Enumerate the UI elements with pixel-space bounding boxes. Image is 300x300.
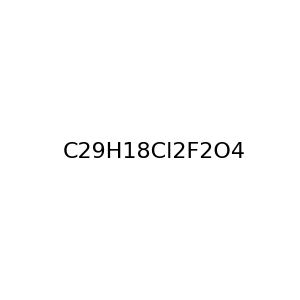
Text: C29H18Cl2F2O4: C29H18Cl2F2O4 [62,142,245,161]
